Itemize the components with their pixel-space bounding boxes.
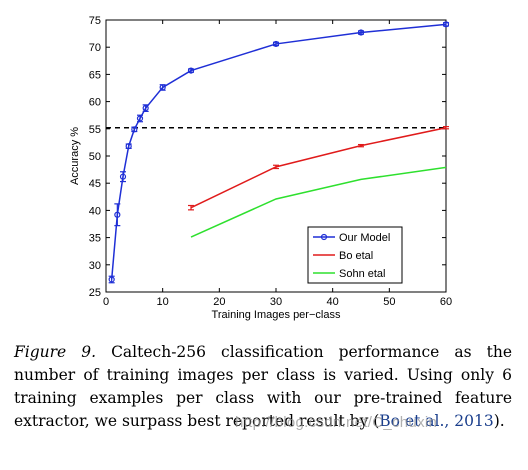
data-point <box>125 143 132 150</box>
axis-ticks: 0 10 20 30 40 50 60 25 30 35 40 45 50 55 60 65 70 75 <box>89 15 452 308</box>
caption-text-end: ). <box>493 412 505 430</box>
x-tick-label: 10 <box>157 296 169 308</box>
data-point <box>187 67 195 74</box>
legend-label: Bo etal <box>339 250 373 262</box>
x-tick-label: 30 <box>270 296 282 308</box>
y-tick-label: 50 <box>89 151 101 163</box>
series-bo-etal <box>188 126 449 211</box>
caption-text: Caltech-256 classification performance a… <box>14 343 512 430</box>
legend-marker <box>320 233 328 241</box>
series-line <box>190 166 447 238</box>
data-point <box>108 276 115 283</box>
data-point <box>442 21 450 28</box>
data-point <box>159 84 166 91</box>
x-tick-label: 60 <box>440 296 452 308</box>
x-tick-label: 40 <box>327 296 339 308</box>
legend-label: Our Model <box>339 232 390 244</box>
y-tick-label: 75 <box>89 15 101 27</box>
series-layer <box>108 21 450 284</box>
data-point <box>136 115 144 122</box>
x-axis-label: Training Images per−class <box>212 309 341 321</box>
legend: Our Model Bo etal Sohn etal <box>307 226 403 284</box>
y-axis-label: Accuracy % <box>69 127 81 185</box>
watermark-url: http://blog.csdn.net/C_chuxin <box>235 414 438 431</box>
y-tick-label: 55 <box>89 124 101 136</box>
citation-link[interactable]: Bo et al., 2013 <box>379 412 494 430</box>
series-sohn-etal <box>190 166 447 238</box>
series-line <box>110 23 447 280</box>
series-our-model <box>108 21 450 284</box>
y-tick-label: 30 <box>89 260 101 272</box>
y-tick-label: 35 <box>89 233 101 245</box>
y-tick-label: 45 <box>89 178 101 190</box>
figure-caption: Figure 9. Caltech-256 classification per… <box>14 341 512 433</box>
data-point <box>142 105 149 112</box>
y-tick-label: 70 <box>89 42 101 54</box>
chart: 0 10 20 30 40 50 60 25 30 35 40 45 50 55 60 65 70 75 Trai… <box>69 15 452 321</box>
x-tick-label: 0 <box>103 296 109 308</box>
caption-label: Figure 9. <box>14 343 97 361</box>
y-tick-label: 25 <box>89 287 101 299</box>
y-tick-label: 65 <box>89 69 101 81</box>
x-tick-label: 50 <box>383 296 395 308</box>
data-point <box>357 29 365 36</box>
x-tick-label: 20 <box>213 296 225 308</box>
data-point <box>114 211 121 218</box>
y-tick-label: 40 <box>89 205 101 217</box>
series-line <box>190 126 447 209</box>
data-point <box>131 126 138 133</box>
y-tick-label: 60 <box>89 97 101 109</box>
legend-label: Sohn etal <box>339 268 385 280</box>
data-point <box>272 40 280 48</box>
data-point <box>119 173 127 180</box>
